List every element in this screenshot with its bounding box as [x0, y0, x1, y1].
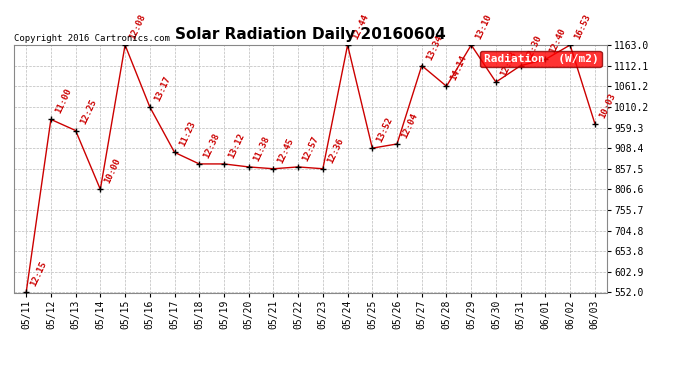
Text: 12:45: 12:45	[276, 136, 296, 165]
Text: 10:00: 10:00	[103, 157, 123, 185]
Text: 13:34: 13:34	[424, 33, 444, 62]
Text: 11:38: 11:38	[251, 135, 271, 163]
Text: 16:53: 16:53	[573, 13, 593, 41]
Text: 12:53: 12:53	[499, 50, 518, 78]
Text: 13:10: 13:10	[474, 13, 493, 41]
Text: 12:40: 12:40	[548, 27, 568, 55]
Title: Solar Radiation Daily 20160604: Solar Radiation Daily 20160604	[175, 27, 446, 42]
Legend: Radiation  (W/m2): Radiation (W/m2)	[480, 51, 602, 67]
Text: 13:17: 13:17	[152, 75, 172, 103]
Text: 12:25: 12:25	[79, 98, 98, 126]
Text: 12:30: 12:30	[524, 33, 543, 62]
Text: 12:57: 12:57	[301, 135, 320, 163]
Text: 12:44: 12:44	[351, 13, 370, 41]
Text: 12:36: 12:36	[326, 136, 345, 165]
Text: 12:15: 12:15	[29, 260, 48, 288]
Text: 12:38: 12:38	[202, 132, 221, 160]
Text: 12:08: 12:08	[128, 13, 148, 41]
Text: 10:03: 10:03	[598, 91, 617, 119]
Text: 12:04: 12:04	[400, 112, 420, 140]
Text: 13:12: 13:12	[227, 132, 246, 160]
Text: 11:00: 11:00	[54, 87, 73, 115]
Text: Copyright 2016 Cartronics.com: Copyright 2016 Cartronics.com	[14, 33, 170, 42]
Text: 14:14: 14:14	[449, 54, 469, 82]
Text: 13:52: 13:52	[375, 116, 395, 144]
Text: 11:23: 11:23	[177, 120, 197, 148]
